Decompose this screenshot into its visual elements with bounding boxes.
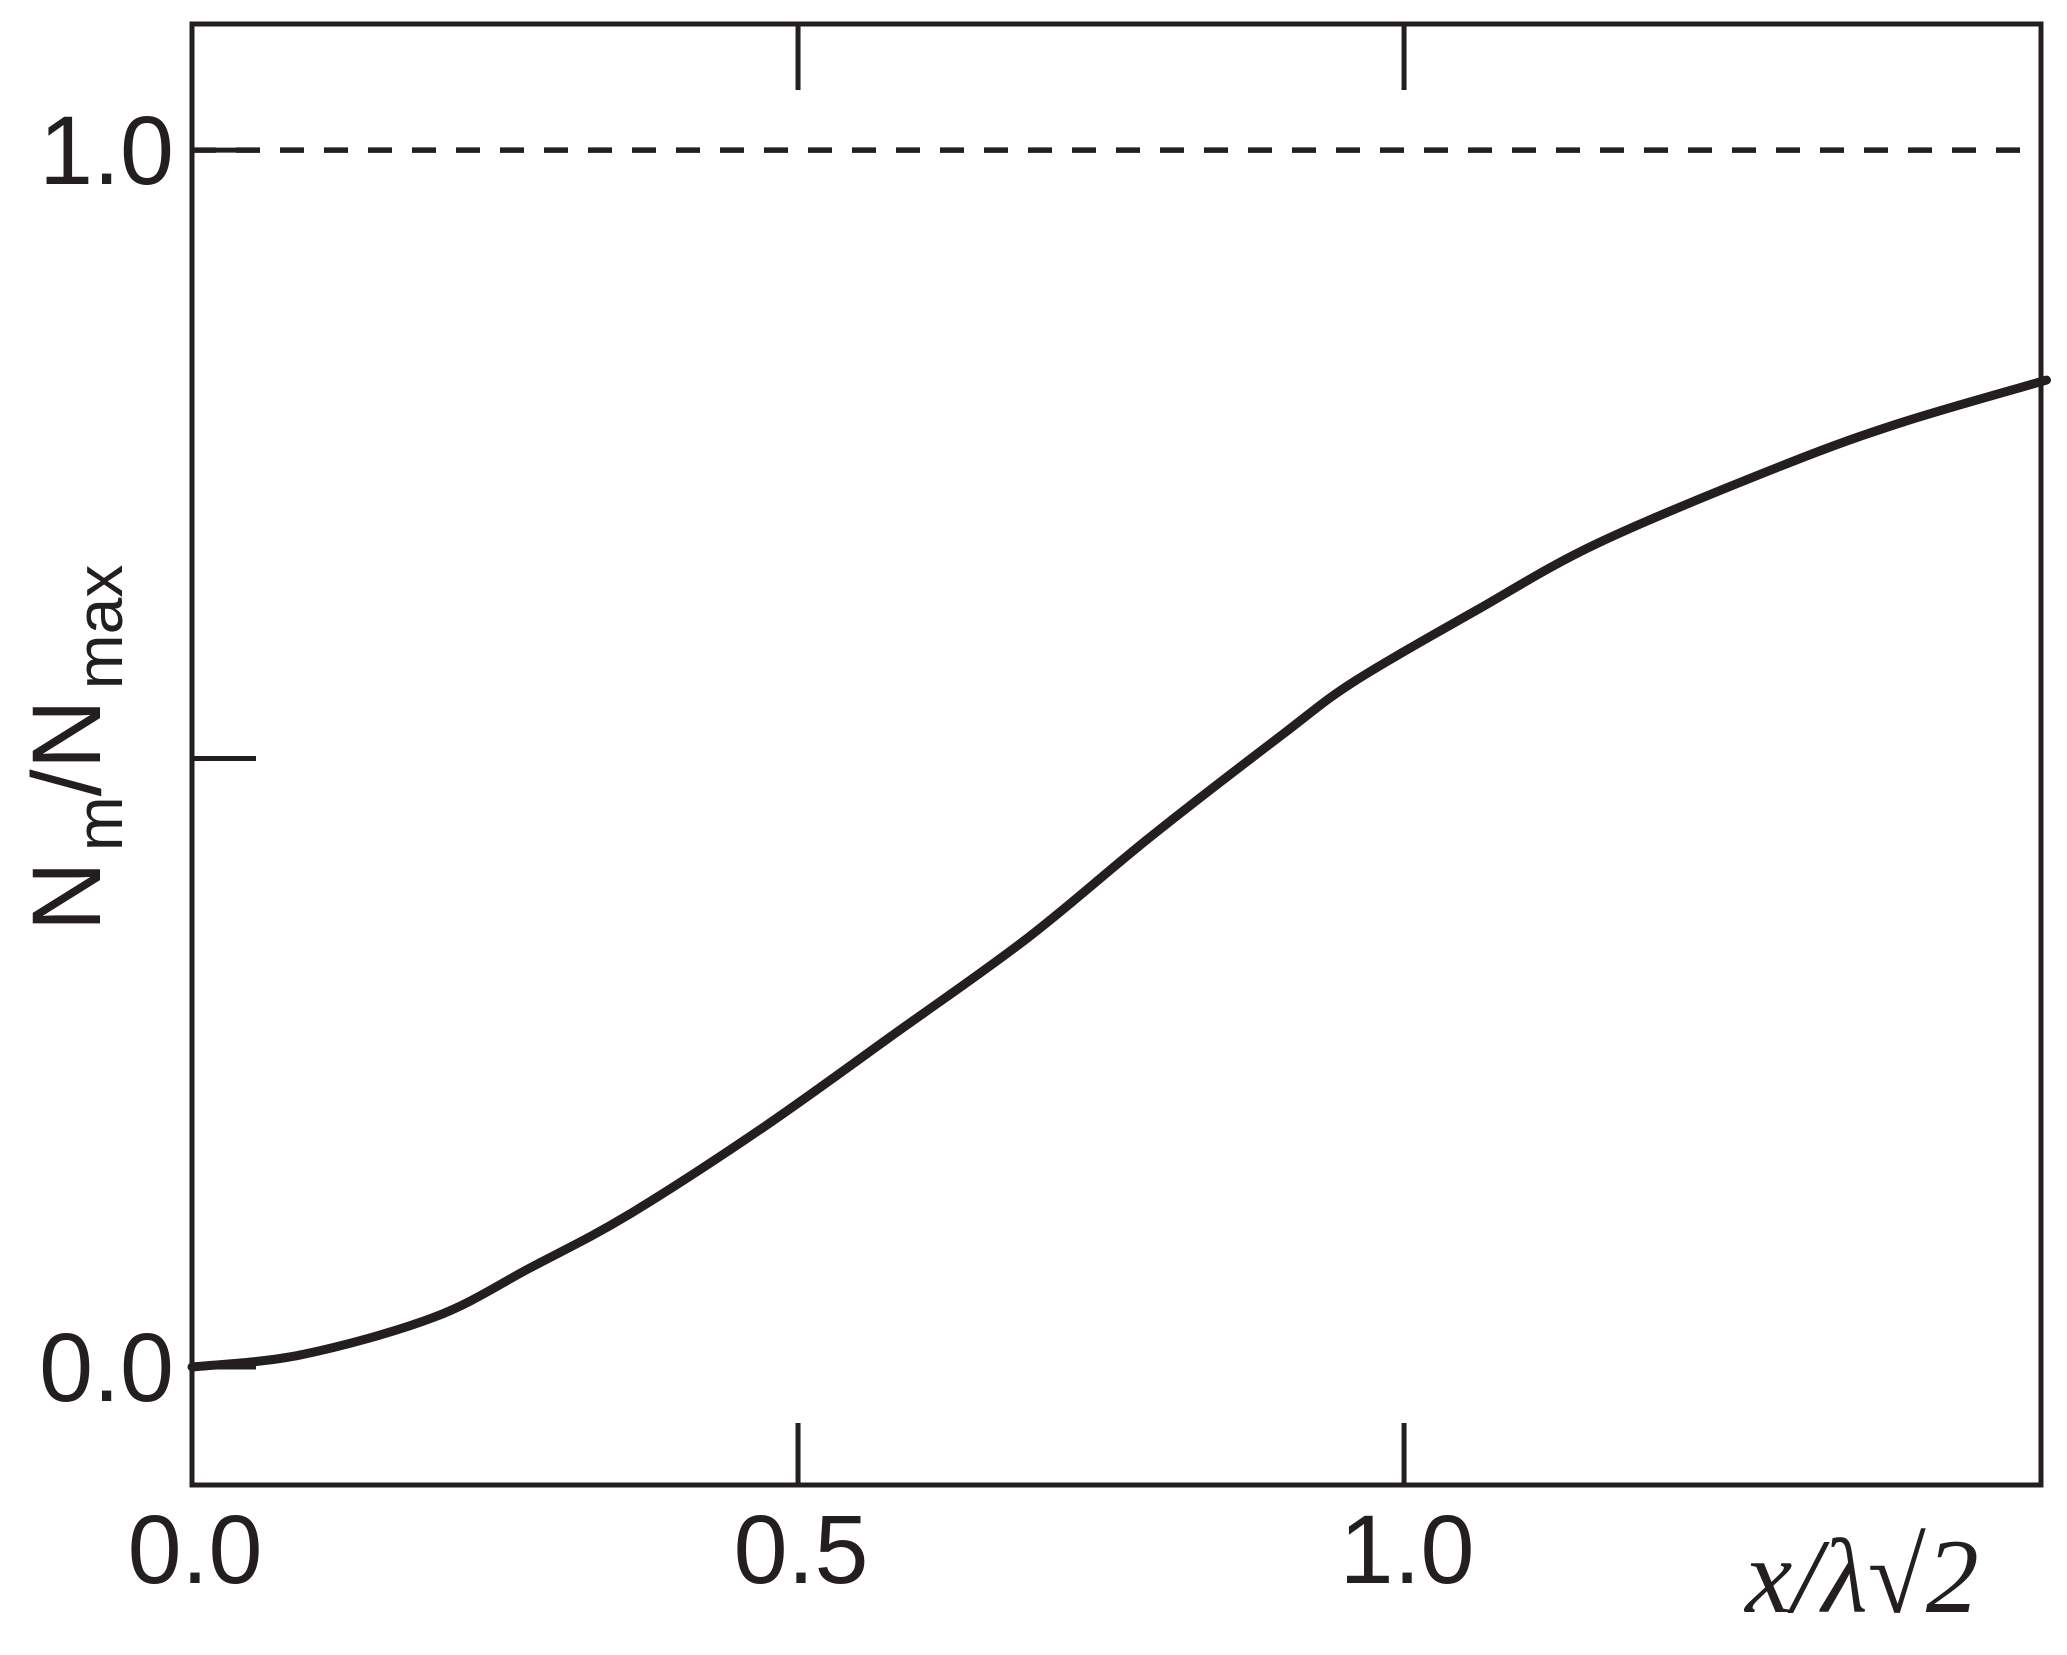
nm-nmax-curve [187,375,2051,1372]
x-ticks-top-group [795,24,1407,90]
x-ticks-bottom-group [795,1423,1407,1485]
y-axis-label-main: N [12,861,121,931]
y-axis-label-main: /N [12,699,121,796]
y-tick-label-1: 1.0 [39,96,174,205]
plot-border [189,21,2044,1488]
y-axis-label-subscript: m [62,796,136,851]
plot-area [187,21,2051,1488]
x-tick-label-0: 0.0 [128,1495,263,1604]
y-axis-label-subscript: max [62,565,136,690]
y-axis-label: Nm/N max [12,565,136,932]
y-ticks-left-group [192,147,256,1370]
x-axis-label: x/λ√2 [1743,1518,1979,1635]
x-tick-label-1: 1.0 [1340,1495,1475,1604]
y-tick-label-0: 0.0 [39,1313,174,1422]
labels: 0.0 1.0 0.0 0.5 1.0 Nm/N max x/λ√2 [12,96,1979,1635]
x-tick-label-05: 0.5 [734,1495,869,1604]
